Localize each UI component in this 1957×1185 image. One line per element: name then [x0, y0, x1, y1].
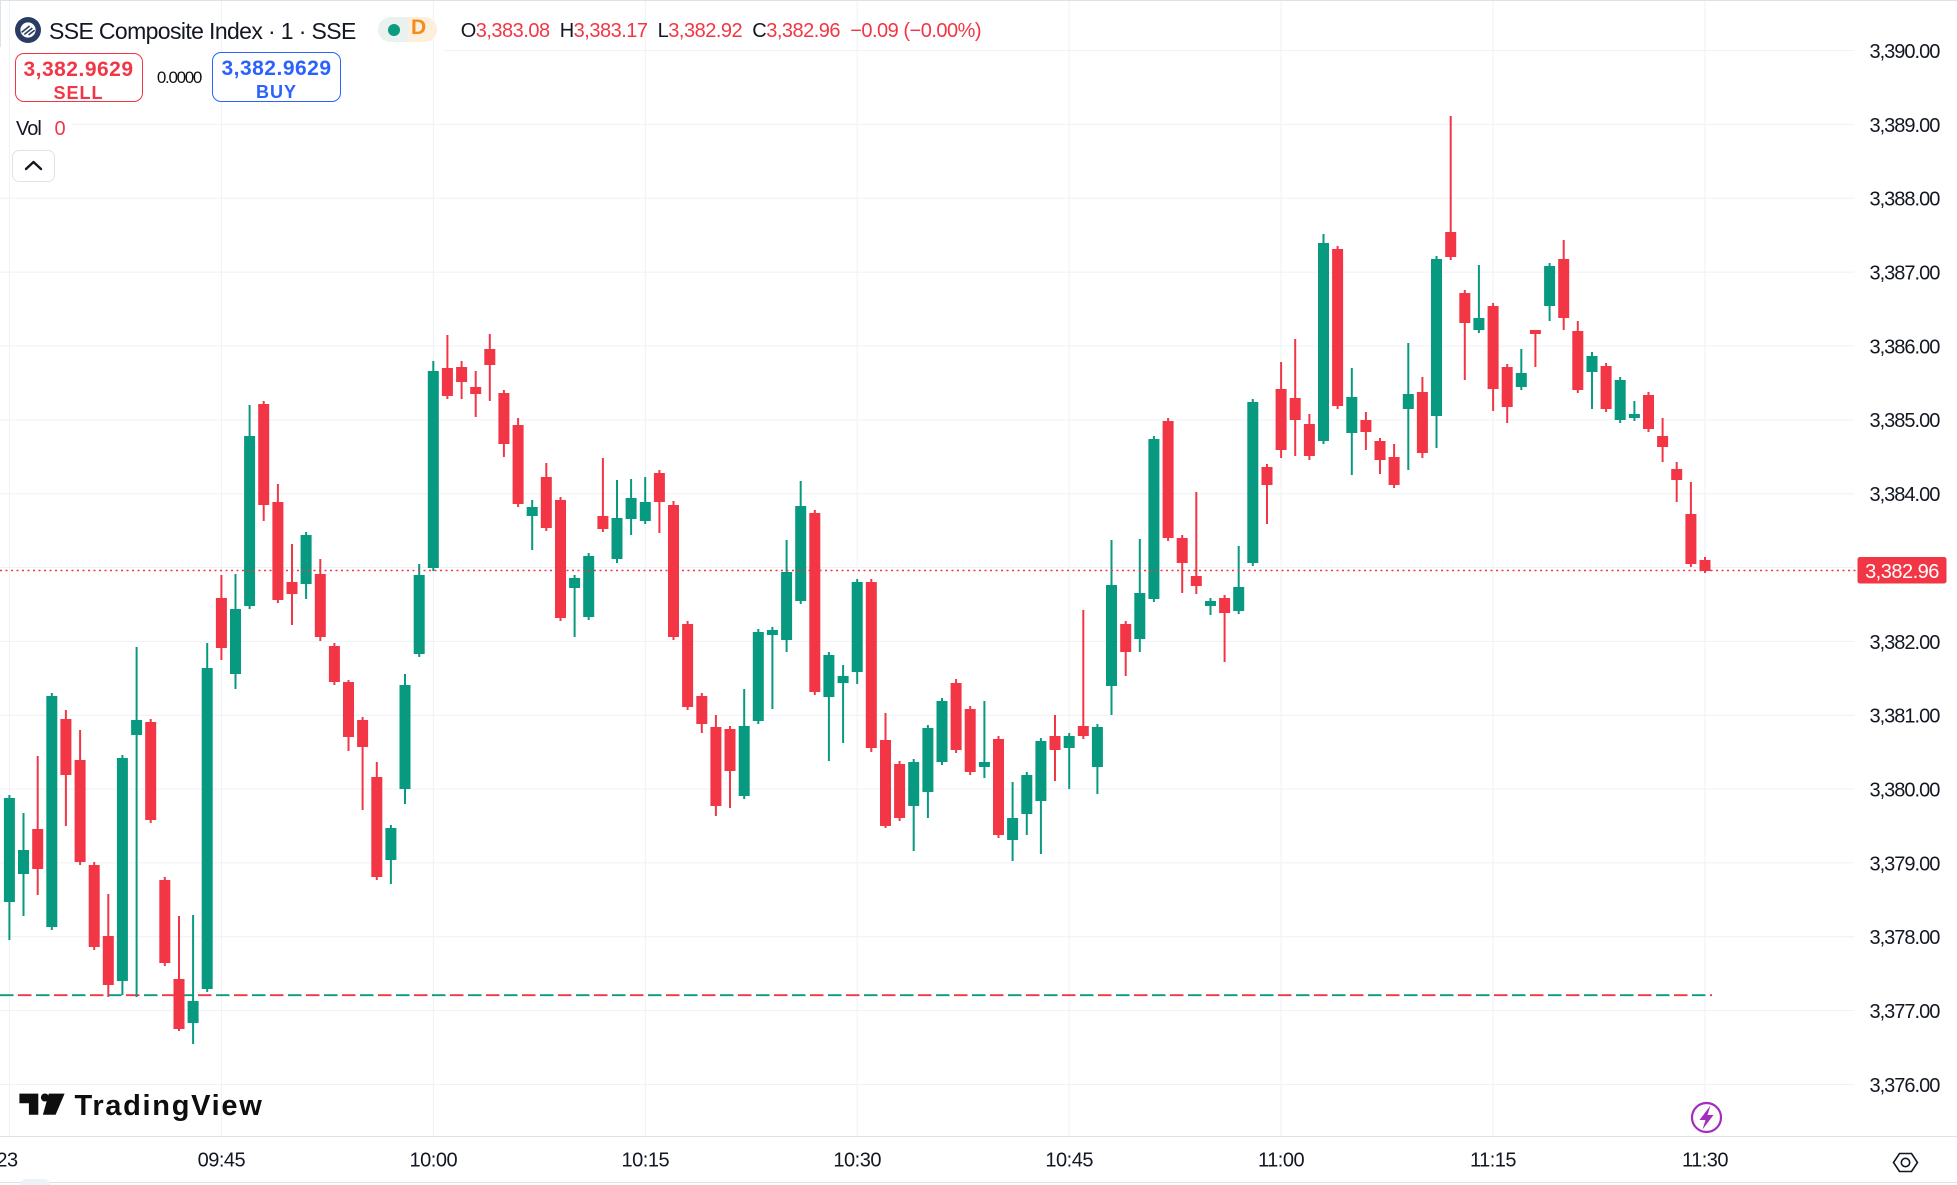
- svg-text:3,377.00: 3,377.00: [1870, 1001, 1941, 1023]
- svg-text:3,380.00: 3,380.00: [1870, 780, 1941, 802]
- svg-text:11:30: 11:30: [1682, 1150, 1728, 1172]
- svg-text:3,379.00: 3,379.00: [1870, 853, 1941, 875]
- svg-text:10:15: 10:15: [622, 1150, 670, 1172]
- svg-text:3,376.00: 3,376.00: [1870, 1075, 1941, 1097]
- svg-text:3,389.00: 3,389.00: [1870, 115, 1941, 137]
- svg-text:10:30: 10:30: [833, 1150, 881, 1172]
- svg-text:3,386.00: 3,386.00: [1870, 336, 1941, 358]
- svg-text:3,382.00: 3,382.00: [1870, 632, 1941, 654]
- svg-text:11:15: 11:15: [1470, 1150, 1516, 1172]
- svg-text:3,387.00: 3,387.00: [1870, 263, 1941, 285]
- svg-text:10:00: 10:00: [410, 1150, 458, 1172]
- svg-text:3,384.00: 3,384.00: [1870, 484, 1941, 506]
- svg-text:10:45: 10:45: [1045, 1150, 1093, 1172]
- svg-text:3,381.00: 3,381.00: [1870, 706, 1941, 728]
- svg-text:3,378.00: 3,378.00: [1870, 927, 1941, 949]
- svg-text:3,390.00: 3,390.00: [1870, 41, 1941, 63]
- svg-text:11:00: 11:00: [1258, 1150, 1304, 1172]
- svg-text:23: 23: [0, 1150, 18, 1172]
- svg-text:3,388.00: 3,388.00: [1870, 189, 1941, 211]
- svg-text:3,382.96: 3,382.96: [1865, 561, 1939, 583]
- svg-text:3,385.00: 3,385.00: [1870, 410, 1941, 432]
- svg-text:09:45: 09:45: [198, 1150, 246, 1172]
